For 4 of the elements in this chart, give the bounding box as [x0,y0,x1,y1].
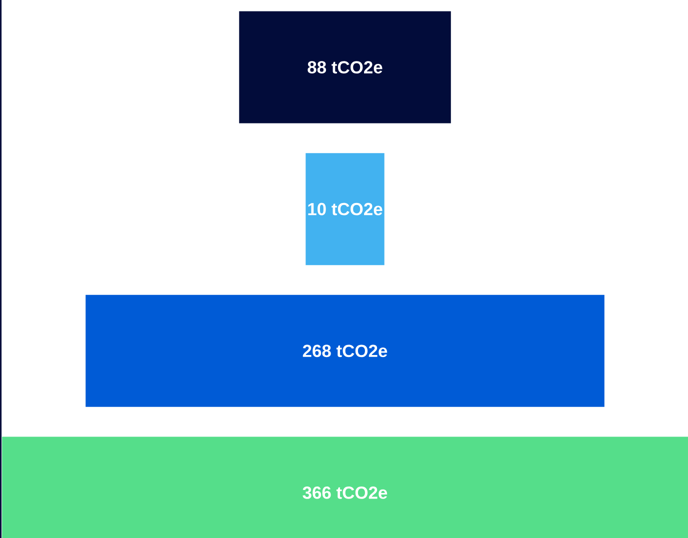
data-label: 366 tCO2e [302,486,388,499]
data-label: 88 tCO2e [308,60,382,74]
data-label: 10 tCO2e [308,202,382,216]
data-label: 268 tCO2e [302,344,388,357]
